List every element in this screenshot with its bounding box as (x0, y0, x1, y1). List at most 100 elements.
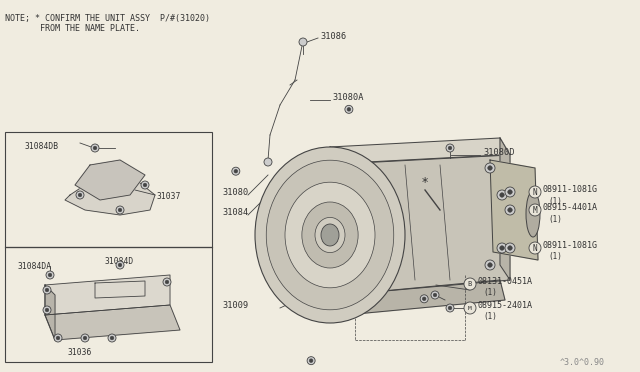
Circle shape (505, 187, 515, 197)
Circle shape (81, 334, 89, 342)
Text: 31086: 31086 (320, 32, 346, 41)
Circle shape (116, 206, 124, 214)
Circle shape (433, 293, 436, 297)
Circle shape (78, 193, 82, 197)
Circle shape (143, 183, 147, 187)
Circle shape (118, 263, 122, 267)
Polygon shape (45, 305, 180, 340)
Circle shape (165, 280, 169, 284)
Circle shape (43, 306, 51, 314)
Circle shape (56, 336, 60, 340)
Circle shape (45, 308, 49, 312)
Circle shape (464, 278, 476, 290)
Circle shape (118, 208, 122, 212)
Circle shape (448, 146, 452, 150)
Circle shape (497, 190, 507, 200)
Text: 08131-0451A: 08131-0451A (478, 276, 533, 285)
Text: 31037: 31037 (157, 192, 181, 201)
Text: 31080: 31080 (222, 187, 248, 196)
Text: B: B (468, 281, 472, 287)
Text: *: * (422, 176, 428, 189)
Ellipse shape (302, 202, 358, 268)
Circle shape (307, 357, 315, 365)
Polygon shape (490, 160, 538, 260)
Circle shape (485, 260, 495, 270)
Circle shape (93, 146, 97, 150)
Text: 31020: 31020 (360, 187, 387, 196)
Circle shape (448, 306, 452, 310)
Circle shape (505, 243, 515, 253)
Text: 31009: 31009 (222, 301, 248, 310)
Circle shape (508, 190, 512, 194)
Polygon shape (500, 138, 510, 280)
Circle shape (141, 181, 149, 189)
Circle shape (500, 193, 504, 197)
Text: N: N (532, 187, 538, 196)
Circle shape (48, 273, 52, 277)
Ellipse shape (321, 224, 339, 246)
Circle shape (529, 204, 541, 216)
Circle shape (337, 170, 347, 180)
Circle shape (163, 278, 171, 286)
Circle shape (488, 263, 492, 267)
Circle shape (508, 246, 512, 250)
Circle shape (347, 108, 351, 111)
Text: NOTE; * CONFIRM THE UNIT ASSY  P/#(31020): NOTE; * CONFIRM THE UNIT ASSY P/#(31020) (5, 14, 210, 23)
Text: M: M (468, 305, 472, 311)
Text: 31084: 31084 (222, 208, 248, 217)
Ellipse shape (315, 217, 345, 253)
Polygon shape (45, 285, 55, 340)
Circle shape (46, 271, 54, 279)
Circle shape (497, 243, 507, 253)
Circle shape (234, 169, 237, 173)
Circle shape (108, 334, 116, 342)
Text: 08915-2401A: 08915-2401A (478, 301, 533, 310)
Circle shape (485, 163, 495, 173)
Text: 31080D: 31080D (483, 148, 515, 157)
Text: 08911-1081G: 08911-1081G (543, 185, 598, 193)
Circle shape (446, 304, 454, 312)
Circle shape (345, 105, 353, 113)
Circle shape (299, 38, 307, 46)
Text: 31084D: 31084D (105, 257, 134, 266)
Circle shape (529, 242, 541, 254)
Bar (5, 132, 212, 247)
Text: FROM THE NAME PLATE.: FROM THE NAME PLATE. (5, 24, 140, 33)
Ellipse shape (526, 191, 540, 237)
Ellipse shape (266, 160, 394, 310)
Circle shape (337, 275, 347, 285)
Circle shape (505, 205, 515, 215)
Ellipse shape (255, 147, 405, 323)
Circle shape (446, 144, 454, 152)
Text: (1): (1) (548, 253, 562, 262)
Circle shape (83, 336, 87, 340)
Circle shape (309, 359, 313, 362)
Text: 31080A: 31080A (332, 93, 364, 102)
Circle shape (43, 286, 51, 294)
Circle shape (464, 302, 476, 314)
Text: 08911-1081G: 08911-1081G (543, 241, 598, 250)
Polygon shape (65, 175, 155, 215)
Circle shape (340, 278, 344, 282)
Circle shape (488, 166, 492, 170)
Text: 31084DA: 31084DA (18, 262, 52, 271)
Circle shape (500, 246, 504, 250)
Circle shape (116, 261, 124, 269)
Circle shape (422, 297, 426, 301)
Bar (5, 247, 212, 362)
Circle shape (508, 208, 512, 212)
Text: (1): (1) (548, 196, 562, 205)
Circle shape (420, 295, 428, 303)
Circle shape (91, 144, 99, 152)
Text: 31036: 31036 (68, 348, 92, 357)
Text: (1): (1) (483, 312, 497, 321)
Circle shape (110, 336, 114, 340)
Circle shape (431, 291, 439, 299)
Circle shape (76, 191, 84, 199)
Text: ^3.0^0.90: ^3.0^0.90 (560, 358, 605, 367)
Polygon shape (45, 275, 170, 315)
Ellipse shape (285, 182, 375, 288)
Text: M: M (532, 205, 538, 215)
Text: N: N (532, 244, 538, 253)
Polygon shape (75, 160, 145, 200)
